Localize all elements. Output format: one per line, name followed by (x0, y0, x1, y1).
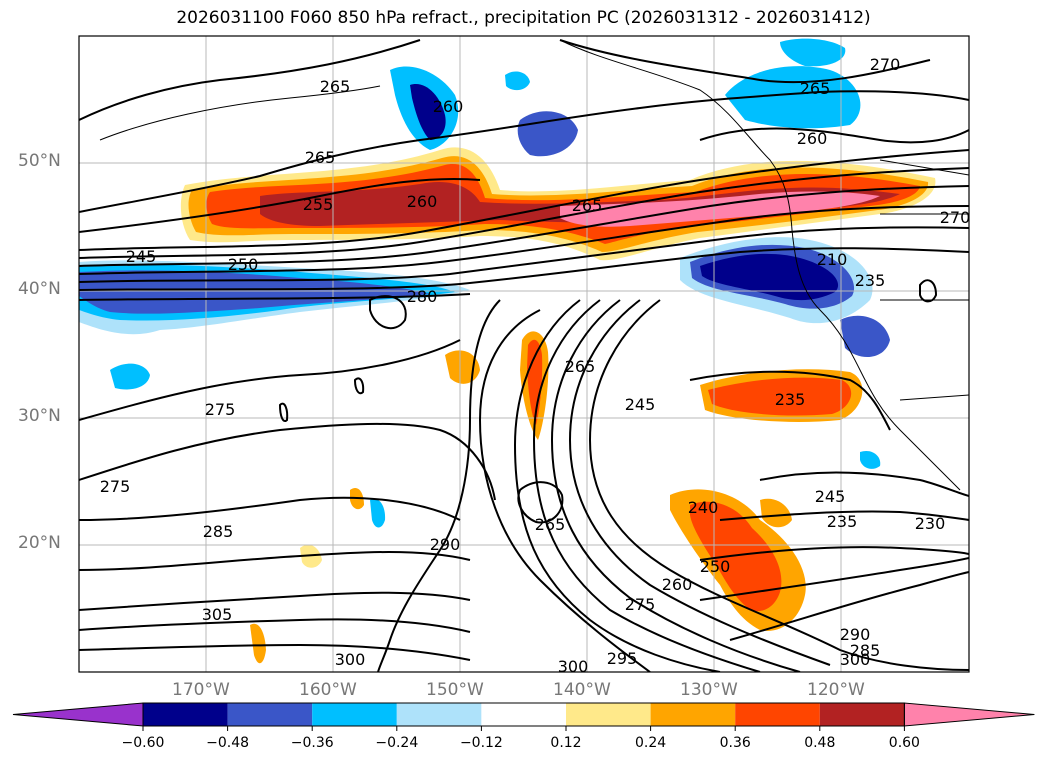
contour-label: 295 (607, 649, 638, 668)
colorbar-tick-label: −0.60 (121, 735, 165, 751)
contour-label: 280 (407, 287, 438, 306)
contour-label: 260 (797, 129, 828, 148)
contour-label: 240 (688, 498, 719, 517)
colorbar-swatch (566, 703, 651, 726)
contour-label: 265 (535, 515, 566, 534)
contour-label: 300 (840, 650, 871, 669)
colorbar-extend-min (12, 702, 144, 727)
lon-label-120w: 120°W (807, 680, 865, 700)
contour-label: 300 (558, 657, 589, 676)
lat-label-50n: 50°N (18, 151, 61, 171)
contour-label: 290 (430, 535, 461, 554)
contour-label: 250 (228, 255, 259, 274)
colorbar-tick-label: −0.12 (459, 735, 503, 751)
colorbar-tick-label: 0.24 (635, 735, 667, 751)
colorbar-tick-label: 0.12 (550, 735, 582, 751)
contour-label: 230 (915, 514, 946, 533)
contour-label: 275 (100, 477, 131, 496)
colorbar-tick-label: 0.48 (804, 735, 836, 751)
contour-label: 255 (303, 195, 334, 214)
lon-label-140w: 140°W (553, 680, 611, 700)
lat-label-20n: 20°N (18, 533, 61, 553)
refractivity-contours (79, 39, 969, 672)
lon-label-160w: 160°W (299, 680, 357, 700)
contour-label: 275 (625, 595, 656, 614)
contour-label: 300 (335, 650, 366, 669)
contour-label: 235 (827, 512, 858, 531)
colorbar-swatch (312, 703, 397, 726)
lat-label-40n: 40°N (18, 279, 61, 299)
colorbar-tick-label: −0.48 (206, 735, 250, 751)
contour-label: 245 (625, 395, 656, 414)
colorbar-tick-label: −0.24 (375, 735, 419, 751)
contour-label: 270 (870, 55, 901, 74)
colorbar-tick-label: 0.60 (888, 735, 920, 751)
colorbar-swatch (735, 703, 820, 726)
colorbar (12, 702, 1035, 731)
contour-label: 285 (203, 522, 234, 541)
contour-label: 275 (205, 400, 236, 419)
map-title: 2026031100 F060 850 hPa refract., precip… (176, 8, 871, 28)
contour-label: 235 (775, 390, 806, 409)
contour-label: 265 (565, 357, 596, 376)
contour-label: 260 (407, 192, 438, 211)
aleutian-islands (99, 85, 381, 141)
lat-label-30n: 30°N (18, 406, 61, 426)
contour-label: 245 (126, 247, 157, 266)
contour-label: 285 (850, 641, 881, 660)
lon-label-130w: 130°W (680, 680, 738, 700)
contour-label: 260 (662, 575, 693, 594)
contour-label: 265 (320, 77, 351, 96)
colorbar-extend-max (903, 702, 1035, 727)
colorbar-tick-label: −0.36 (290, 735, 334, 751)
contour-label: 270 (940, 208, 971, 227)
lon-label-170w: 170°W (172, 680, 230, 700)
contour-label: 265 (305, 148, 336, 167)
contour-label: 210 (817, 250, 848, 269)
colorbar-tick-label: 0.36 (719, 735, 751, 751)
contour-label: 290 (840, 625, 871, 644)
colorbar-outline (142, 702, 905, 727)
contour-label: 250 (700, 557, 731, 576)
colorbar-swatch (650, 703, 736, 726)
contour-label: 260 (433, 97, 464, 116)
colorbar-swatch (481, 703, 566, 726)
map-frame (78, 35, 970, 673)
contour-labels: 270 265 260 265 260 265 255 260 265 270 … (100, 55, 971, 676)
colorbar-swatch (396, 703, 482, 726)
graticule (79, 36, 969, 672)
contour-label: 305 (202, 605, 233, 624)
lon-label-150w: 150°W (426, 680, 484, 700)
contour-label: 265 (800, 79, 831, 98)
contour-label: 235 (855, 271, 886, 290)
colorbar-swatch (819, 703, 905, 726)
colorbar-swatch (227, 703, 313, 726)
north-america-coast (559, 39, 961, 491)
colorbar-swatch (143, 703, 228, 726)
contour-label: 265 (572, 196, 603, 215)
precipitation-fill-layer (79, 38, 936, 664)
contour-label: 245 (815, 487, 846, 506)
